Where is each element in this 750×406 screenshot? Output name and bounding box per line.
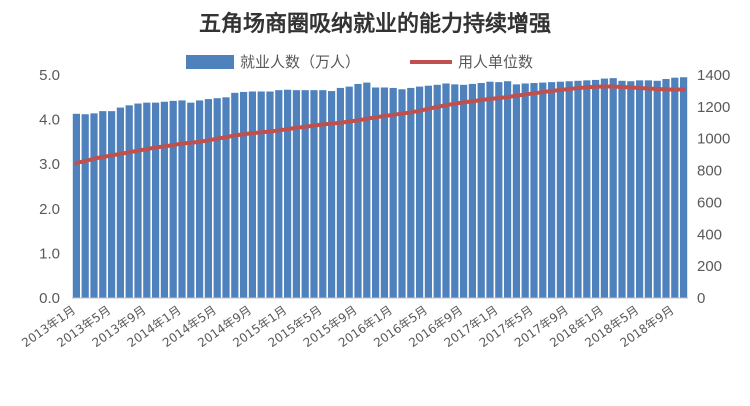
chart-title: 五角场商圈吸纳就业的能力持续增强 bbox=[198, 11, 551, 37]
bar bbox=[292, 90, 301, 298]
bar bbox=[424, 85, 433, 298]
chart-legend: 就业人数（万人） 用人单位数 bbox=[186, 53, 533, 71]
bar bbox=[451, 84, 459, 299]
bar bbox=[442, 83, 450, 298]
bar bbox=[415, 86, 424, 298]
bar bbox=[354, 83, 362, 298]
y-right-tick-label: 1400 bbox=[697, 67, 730, 84]
bar bbox=[459, 84, 468, 298]
bar bbox=[591, 79, 600, 298]
y-left-tick-label: 4.0 bbox=[39, 112, 60, 129]
bar bbox=[635, 80, 644, 298]
bar bbox=[547, 82, 556, 298]
bar bbox=[107, 111, 116, 298]
bar bbox=[512, 84, 521, 299]
bar bbox=[134, 103, 142, 298]
bar bbox=[618, 80, 626, 298]
bar bbox=[266, 91, 274, 298]
bar bbox=[662, 79, 670, 298]
bar bbox=[398, 89, 406, 299]
bar bbox=[90, 113, 98, 298]
bar bbox=[530, 83, 538, 298]
legend-label-bar: 就业人数（万人） bbox=[240, 53, 360, 71]
y-right-tick-label: 600 bbox=[697, 194, 722, 211]
y-left-tick-label: 2.0 bbox=[39, 201, 60, 218]
bar bbox=[371, 87, 380, 299]
bar bbox=[627, 81, 635, 299]
bar bbox=[565, 81, 573, 299]
bar bbox=[125, 105, 133, 298]
bar bbox=[345, 86, 353, 298]
y-right-tick-label: 200 bbox=[697, 258, 722, 275]
bar bbox=[195, 100, 204, 298]
bar bbox=[671, 77, 679, 299]
bar bbox=[583, 80, 591, 298]
bar bbox=[521, 83, 529, 298]
legend-swatch-bar bbox=[186, 55, 234, 69]
bar bbox=[363, 82, 371, 298]
bar bbox=[213, 98, 221, 298]
bar bbox=[539, 82, 547, 298]
bar bbox=[187, 102, 195, 299]
bar bbox=[257, 91, 265, 298]
bar bbox=[169, 100, 177, 299]
bar bbox=[301, 90, 309, 298]
bar bbox=[319, 90, 327, 298]
series-line bbox=[74, 84, 686, 165]
bar bbox=[143, 102, 151, 299]
y-right-tick-label: 800 bbox=[697, 163, 722, 180]
y-right-tick-label: 0 bbox=[697, 290, 705, 307]
bar bbox=[495, 82, 503, 298]
y-right-tick-label: 1200 bbox=[697, 99, 730, 116]
y-right-tick-label: 400 bbox=[697, 226, 722, 243]
bar bbox=[644, 80, 653, 298]
bar bbox=[310, 90, 318, 298]
bar bbox=[248, 91, 257, 298]
bar bbox=[160, 101, 169, 298]
bar bbox=[178, 100, 186, 298]
legend-label-line: 用人单位数 bbox=[458, 53, 533, 71]
bar bbox=[609, 78, 617, 299]
bar bbox=[433, 84, 441, 298]
bar bbox=[327, 91, 336, 298]
bar bbox=[407, 87, 415, 299]
y-left-tick-label: 3.0 bbox=[39, 156, 60, 173]
bar bbox=[503, 81, 512, 299]
bar bbox=[116, 107, 125, 298]
y-right-tick-label: 1000 bbox=[697, 131, 730, 148]
bar-series bbox=[72, 77, 688, 299]
bar bbox=[574, 80, 582, 298]
bar bbox=[477, 83, 485, 298]
bar bbox=[380, 87, 389, 299]
bar bbox=[239, 91, 248, 298]
bar bbox=[600, 78, 609, 298]
bar bbox=[336, 87, 345, 299]
bar bbox=[389, 87, 397, 299]
y-left-tick-label: 5.0 bbox=[39, 67, 60, 84]
bar bbox=[231, 92, 239, 298]
bar bbox=[222, 97, 230, 298]
y-left-tick-label: 0.0 bbox=[39, 290, 60, 307]
y-left-tick-label: 1.0 bbox=[39, 245, 60, 262]
bar bbox=[275, 90, 283, 298]
bar bbox=[653, 80, 661, 298]
bar bbox=[468, 83, 477, 298]
bar bbox=[556, 81, 565, 298]
bar bbox=[72, 113, 81, 298]
bar bbox=[81, 114, 89, 298]
bar bbox=[151, 102, 160, 299]
bar bbox=[204, 99, 213, 298]
bar bbox=[679, 77, 688, 298]
bar bbox=[283, 89, 292, 298]
bar bbox=[99, 111, 107, 298]
line-series bbox=[74, 84, 686, 165]
bar bbox=[486, 81, 494, 298]
